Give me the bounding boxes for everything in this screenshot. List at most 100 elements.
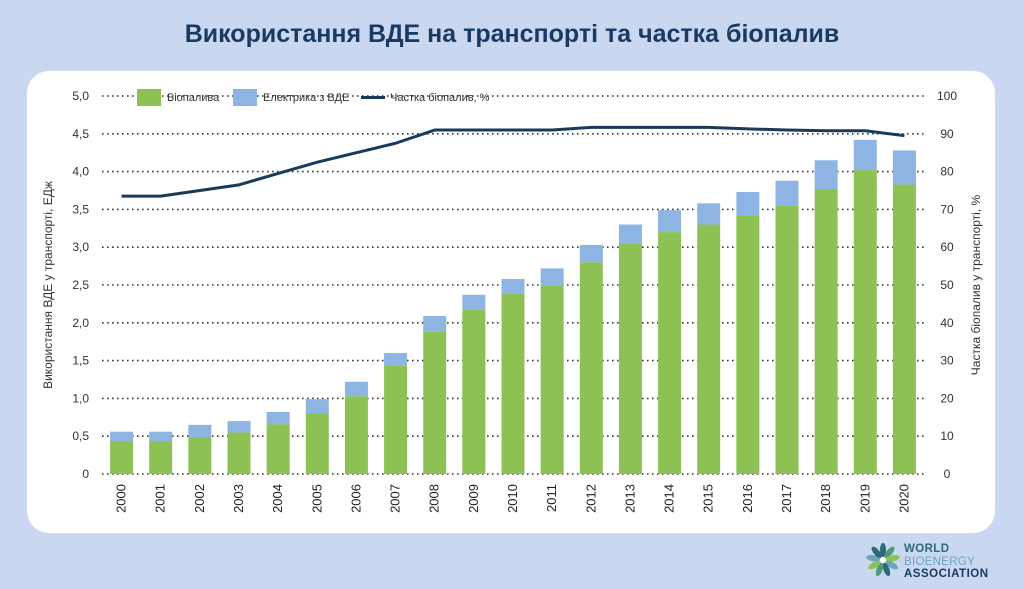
y-tick-label-left: 5,0 bbox=[72, 89, 89, 103]
bar-biofuels bbox=[110, 441, 134, 474]
world-bioenergy-association-logo: WORLD BIOENERGY ASSOCIATION bbox=[866, 541, 1016, 581]
bar-electricity bbox=[423, 315, 447, 332]
chart-title: Використання ВДЕ на транспорті та частка… bbox=[184, 20, 840, 48]
bar-biofuels bbox=[344, 396, 368, 474]
bar-electricity bbox=[775, 180, 799, 206]
y-tick-label-left: 1,5 bbox=[72, 354, 89, 368]
x-tick-label: 2001 bbox=[153, 484, 168, 513]
y-tick-label-left: 0 bbox=[82, 467, 89, 481]
legend: Біопалива Електрика з ВДЕ Частка біопалив,… bbox=[137, 89, 490, 106]
x-tick-label: 2010 bbox=[505, 484, 520, 513]
y-tick-label-left: 4,0 bbox=[72, 165, 89, 179]
y-tick-label-right: 80 bbox=[940, 165, 954, 179]
x-tick-label: 2011 bbox=[544, 484, 559, 512]
y-tick-label-left: 3,5 bbox=[72, 202, 89, 216]
x-tick-label: 2012 bbox=[583, 484, 598, 513]
bar-biofuels bbox=[579, 262, 603, 474]
bar-electricity bbox=[658, 210, 682, 233]
y-tick-label-left: 2,0 bbox=[72, 316, 89, 330]
x-tick-label: 2014 bbox=[662, 484, 677, 513]
x-tick-label: 2003 bbox=[231, 484, 246, 513]
legend-label-biofuels: Біопалива bbox=[167, 92, 220, 104]
bar-biofuels bbox=[423, 331, 447, 474]
bar-electricity bbox=[618, 224, 642, 244]
logo-text-bioenergy: BIOENERGY bbox=[904, 555, 976, 568]
bars bbox=[110, 139, 916, 474]
y-tick-label-right: 0 bbox=[944, 467, 951, 481]
bar-electricity bbox=[736, 192, 760, 216]
axes: 0 0,5 1,0 1,5 2,0 2,5 3,0 3,5 4,0 4,5 5,0 0 10 20 30 40… bbox=[41, 89, 983, 513]
bar-electricity bbox=[814, 160, 838, 189]
share-line bbox=[121, 125, 905, 198]
y-tick-label-right: 100 bbox=[937, 89, 957, 103]
x-tick-label: 2004 bbox=[270, 484, 285, 513]
bar-electricity bbox=[697, 203, 721, 225]
y-tick-label-left: 0,5 bbox=[72, 429, 89, 443]
y-tick-label-right: 50 bbox=[940, 278, 954, 292]
y-axis-title-right: Частка біопалив у транспорті, % bbox=[969, 194, 983, 375]
y-tick-label-right: 20 bbox=[940, 391, 954, 405]
y-tick-label-right: 60 bbox=[940, 240, 954, 254]
bar-electricity bbox=[227, 421, 251, 433]
bar-electricity bbox=[344, 381, 368, 397]
bar-biofuels bbox=[266, 424, 290, 474]
x-tick-label: 2019 bbox=[857, 484, 872, 513]
x-tick-label: 2020 bbox=[896, 484, 911, 513]
bar-electricity bbox=[579, 244, 603, 263]
x-tick-label: 2006 bbox=[348, 484, 363, 513]
y-tick-label-left: 1,0 bbox=[72, 391, 89, 405]
y-axis-title-left: Використання ВДЕ у транспорті, ЕДж bbox=[41, 181, 55, 389]
bar-electricity bbox=[384, 353, 408, 366]
bar-biofuels bbox=[227, 432, 251, 474]
bar-biofuels bbox=[892, 184, 916, 474]
y-tick-label-right: 10 bbox=[940, 429, 954, 443]
legend-label-electricity: Електрика з ВДЕ bbox=[263, 92, 349, 104]
bar-electricity bbox=[540, 268, 564, 286]
bar-biofuels bbox=[149, 441, 173, 474]
y-tick-label-right: 40 bbox=[940, 316, 954, 330]
bar-biofuels bbox=[658, 232, 682, 474]
bar-biofuels bbox=[618, 243, 642, 474]
x-tick-label: 2009 bbox=[466, 484, 481, 513]
bar-biofuels bbox=[853, 170, 877, 474]
x-tick-label: 2002 bbox=[192, 484, 207, 513]
x-tick-label: 2005 bbox=[309, 484, 324, 513]
bar-biofuels bbox=[462, 309, 486, 474]
bar-biofuels bbox=[501, 293, 525, 474]
y-tick-label-left: 3,0 bbox=[72, 240, 89, 254]
x-tick-label: 2015 bbox=[701, 484, 716, 513]
bar-electricity bbox=[188, 424, 212, 437]
legend-swatch-electricity bbox=[233, 89, 257, 106]
y-tick-label-left: 2,5 bbox=[72, 278, 89, 292]
bar-electricity bbox=[305, 399, 329, 414]
bar-biofuels bbox=[814, 188, 838, 474]
x-tick-label: 2016 bbox=[740, 484, 755, 513]
bar-biofuels bbox=[736, 215, 760, 474]
bar-biofuels bbox=[775, 205, 799, 474]
logo-text-world: WORLD bbox=[904, 543, 950, 555]
bar-electricity bbox=[501, 278, 525, 294]
bar-electricity bbox=[892, 150, 916, 185]
y-tick-label-left: 4,5 bbox=[72, 127, 89, 141]
bar-biofuels bbox=[384, 365, 408, 474]
leaf-logo-icon bbox=[866, 543, 900, 577]
y-tick-label-right: 70 bbox=[940, 202, 954, 216]
bar-electricity bbox=[853, 139, 877, 171]
x-tick-label: 2000 bbox=[114, 484, 129, 513]
bar-biofuels bbox=[697, 224, 721, 474]
x-tick-label: 2018 bbox=[818, 484, 833, 513]
bar-electricity bbox=[110, 431, 134, 442]
x-tick-label: 2013 bbox=[622, 484, 637, 513]
x-tick-label: 2008 bbox=[427, 484, 442, 513]
logo-text-association: ASSOCIATION bbox=[904, 568, 989, 580]
bar-electricity bbox=[266, 412, 290, 425]
bar-biofuels bbox=[188, 436, 212, 474]
legend-swatch-biofuels bbox=[137, 89, 161, 106]
bar-biofuels bbox=[305, 413, 329, 474]
bar-biofuels bbox=[540, 285, 564, 474]
y-tick-label-right: 30 bbox=[940, 354, 954, 368]
legend-label-share: Частка біопалив, % bbox=[390, 92, 490, 104]
bar-electricity bbox=[462, 294, 486, 310]
bar-electricity bbox=[149, 431, 173, 442]
